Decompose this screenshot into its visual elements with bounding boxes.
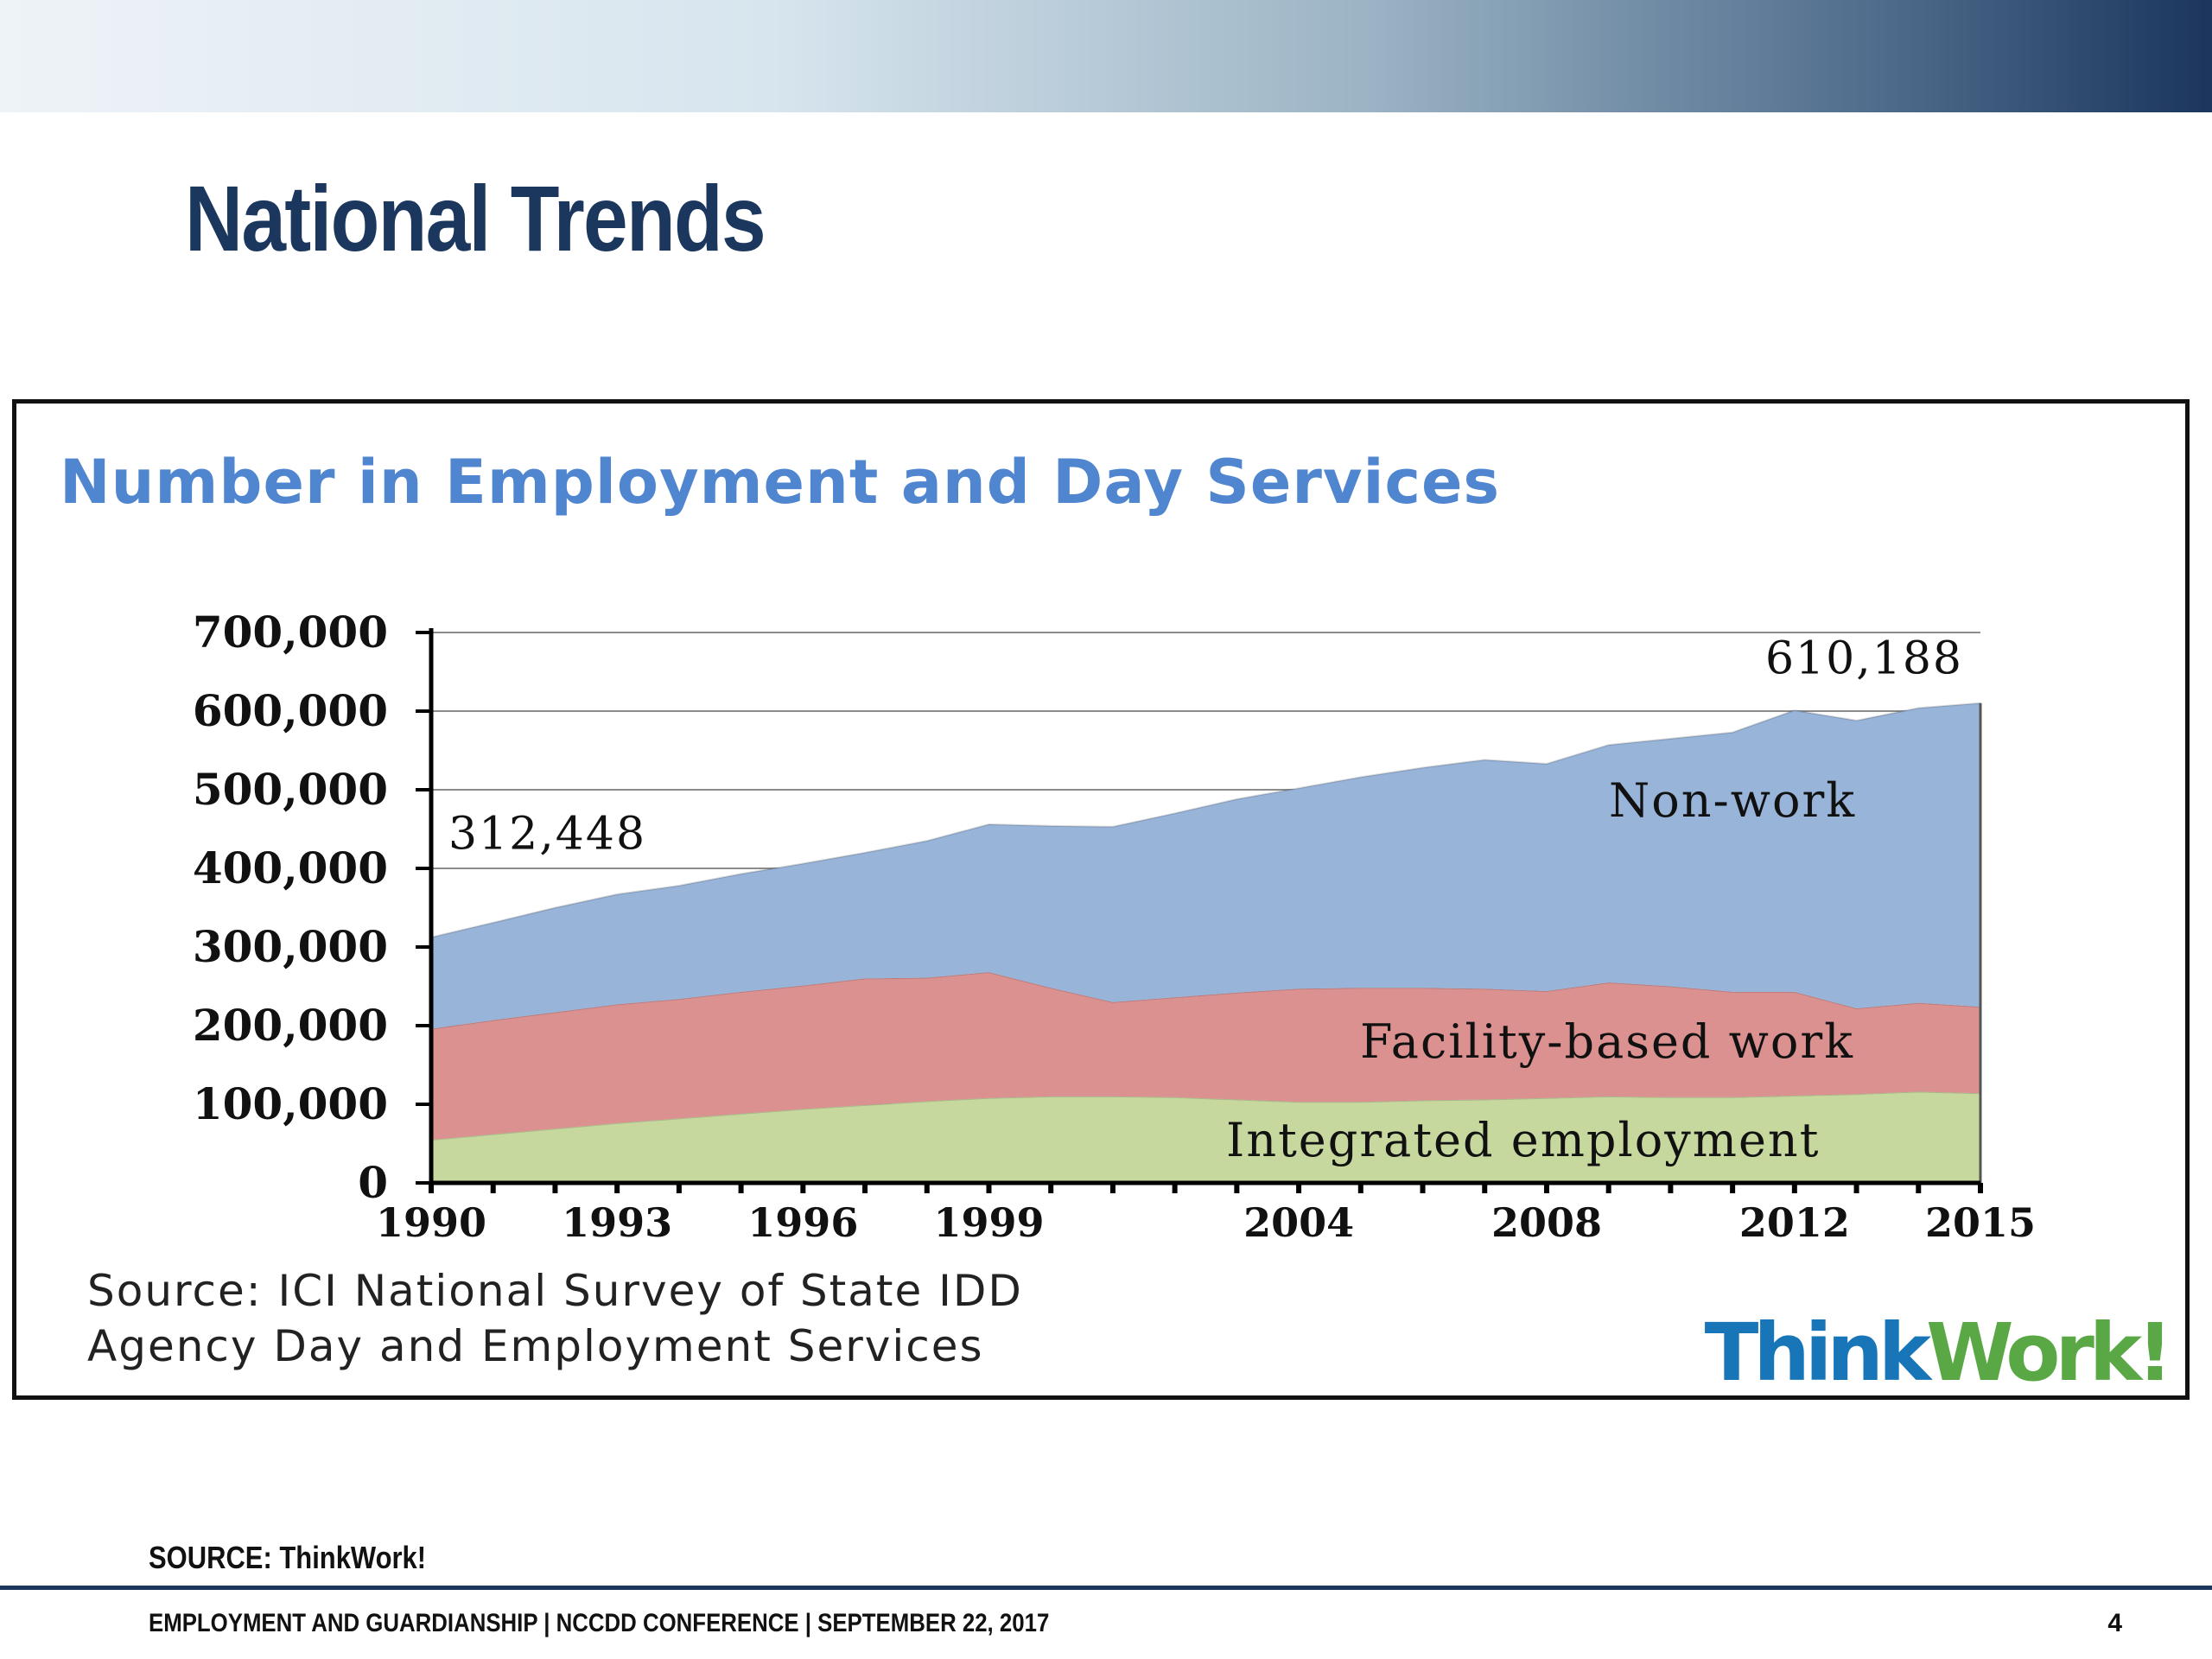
header-gradient-band (0, 0, 2212, 112)
chart-labels: 0 100,000 200,000 300,000 400,000 500,000 600,… (193, 607, 2036, 1246)
series-label-non-work: Non-work (1609, 773, 1856, 828)
value-annotation: 610,188 (1765, 633, 1963, 685)
source-line-1: Source: ICI National Survey of State IDD (87, 1266, 1023, 1316)
y-tick-label: 100,000 (193, 1078, 388, 1129)
footer-divider (0, 1586, 2212, 1590)
x-tick-label: 2008 (1491, 1199, 1602, 1246)
series-label-integrated-employment: Integrated employment (1226, 1113, 1820, 1167)
area-non-work (431, 702, 1980, 1029)
x-tick-label: 2004 (1243, 1199, 1354, 1246)
value-annotation: 312,448 (448, 809, 646, 861)
logo-work-text: Work! (1926, 1306, 2173, 1399)
area-integrated-employment (431, 1091, 1980, 1183)
page-number: 4 (2107, 1609, 2122, 1637)
slide-source-note: SOURCE: ThinkWork! (149, 1540, 427, 1575)
y-tick-label: 600,000 (193, 685, 388, 736)
x-tick-label: 1993 (562, 1199, 672, 1246)
footer-text: EMPLOYMENT AND GUARDIANSHIP | NCCDD CONF… (149, 1609, 1050, 1637)
y-tick-label: 500,000 (193, 764, 388, 815)
axes (416, 628, 1983, 1193)
stacked-area-chart: 0 100,000 200,000 300,000 400,000 500,000 600,… (193, 607, 2036, 1246)
source-line-2: Agency Day and Employment Services (87, 1321, 984, 1371)
x-tick-label: 2015 (1925, 1199, 2036, 1246)
x-tick-label: 2012 (1739, 1199, 1850, 1246)
y-tick-label: 700,000 (193, 607, 388, 658)
thinkwork-logo: ThinkWork! (1704, 1306, 2173, 1399)
series-label-facility-based-work: Facility-based work (1360, 1014, 1854, 1069)
y-tick-label: 200,000 (193, 1000, 388, 1051)
x-tick-label: 1990 (376, 1199, 486, 1246)
y-tick-label: 400,000 (193, 842, 388, 893)
x-tick-label: 1999 (933, 1199, 1044, 1246)
area-facility-based-work (431, 972, 1980, 1140)
chart-title: Number in Employment and Day Services (60, 447, 1501, 518)
slide-title: National Trends (185, 166, 766, 270)
y-tick-label: 300,000 (193, 921, 388, 972)
x-tick-label: 1996 (747, 1199, 858, 1246)
area-non-work-edge (430, 702, 1981, 938)
y-tick-label: 0 (358, 1157, 388, 1208)
logo-think-text: Think (1704, 1306, 1931, 1399)
series-areas (430, 702, 1982, 1183)
